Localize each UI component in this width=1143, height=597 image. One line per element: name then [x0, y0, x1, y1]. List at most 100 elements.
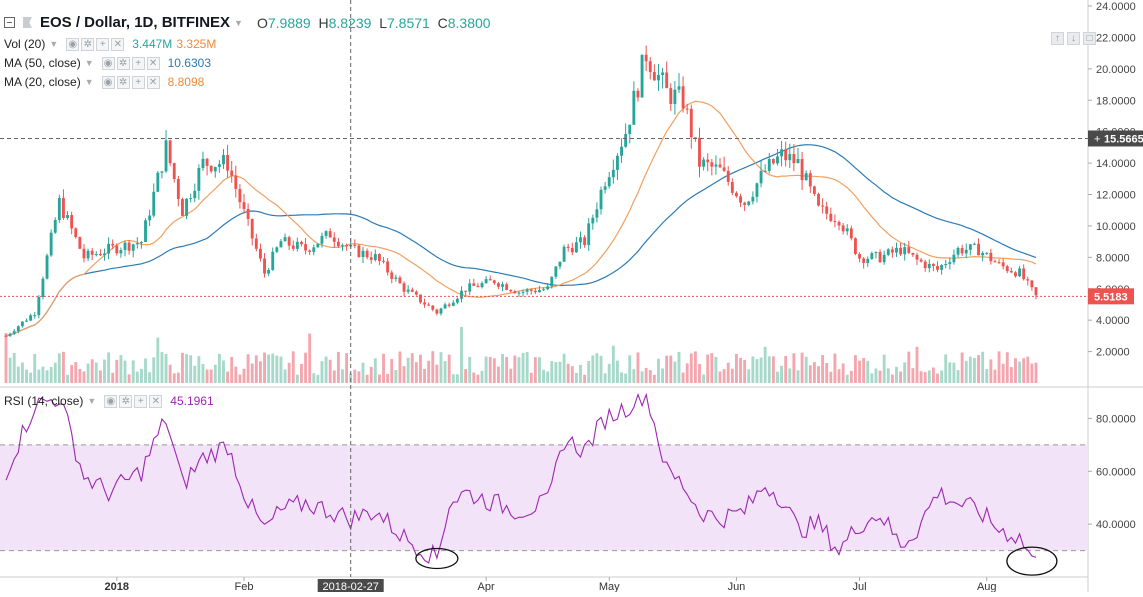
candle-body: [718, 164, 722, 168]
pane-maximize-icon[interactable]: □: [1083, 32, 1096, 45]
volume-bar: [107, 352, 111, 383]
candle-body: [353, 244, 357, 246]
candle-body: [53, 219, 57, 233]
candle-body: [172, 163, 176, 180]
candle-body: [722, 167, 726, 171]
gear-icon[interactable]: ✲: [116, 75, 130, 89]
candle-body: [4, 335, 8, 337]
candle-body: [185, 198, 188, 216]
candle-body: [226, 155, 230, 171]
volume-bar: [222, 360, 225, 383]
candle-body: [423, 302, 427, 305]
volume-bar: [985, 369, 989, 383]
chevron-down-icon[interactable]: ▼: [49, 39, 59, 49]
volume-bar: [308, 333, 312, 383]
rsi-tick-label: 80.0000: [1096, 413, 1136, 425]
candle-body: [414, 291, 418, 295]
candle-body: [37, 297, 41, 316]
collapse-icon[interactable]: [4, 17, 15, 28]
candle-body: [181, 199, 184, 216]
volume-bar: [812, 362, 816, 383]
close-icon[interactable]: ✕: [111, 37, 125, 51]
candle-body: [755, 183, 759, 197]
plus-icon[interactable]: +: [96, 37, 110, 51]
gear-icon[interactable]: ✲: [116, 56, 130, 70]
candle-body: [308, 250, 312, 252]
candle-body: [357, 245, 361, 257]
chevron-down-icon[interactable]: ▼: [84, 58, 94, 68]
volume-bar: [763, 346, 767, 383]
volume-bar: [808, 365, 812, 383]
ma20-title: MA (20, close): [4, 75, 81, 89]
volume-bar: [1005, 352, 1009, 383]
indicator-controls: ◉ ✲ + ✕: [66, 37, 125, 51]
candle-body: [993, 261, 997, 263]
volume-bar: [800, 352, 804, 383]
candle-body: [164, 140, 168, 172]
volume-bar: [919, 371, 923, 383]
candle-body: [599, 189, 603, 210]
volume-bar: [98, 370, 102, 383]
eye-icon[interactable]: ◉: [104, 394, 118, 408]
volume-bar: [940, 370, 944, 383]
gear-icon[interactable]: ✲: [81, 37, 95, 51]
chevron-down-icon[interactable]: ▼: [234, 17, 243, 28]
volume-bar: [386, 373, 390, 383]
candle-body: [693, 137, 697, 139]
eye-icon[interactable]: ◉: [66, 37, 80, 51]
volume-bar: [148, 372, 152, 383]
candle-body: [1001, 262, 1005, 267]
candle-body: [139, 242, 143, 244]
price-tick-label: 4.0000: [1096, 315, 1130, 327]
chevron-down-icon[interactable]: ▼: [87, 396, 97, 406]
flag-icon[interactable]: [23, 17, 32, 28]
candle-body: [657, 74, 660, 81]
volume-bar: [529, 372, 533, 383]
volume-bar: [271, 353, 275, 383]
gear-icon[interactable]: ✲: [119, 394, 133, 408]
candle-body: [944, 263, 948, 266]
volume-bar: [131, 360, 135, 383]
volume-bar: [382, 353, 385, 383]
candle-body: [49, 232, 53, 256]
volume-bar: [427, 360, 431, 383]
plus-icon[interactable]: +: [131, 75, 145, 89]
rsi-band: [0, 444, 1088, 551]
candle-body: [86, 250, 90, 259]
plus-icon[interactable]: +: [131, 56, 145, 70]
volume-bar: [611, 345, 615, 383]
candle-body: [890, 249, 894, 253]
volume-bar: [213, 364, 217, 383]
chevron-down-icon[interactable]: ▼: [84, 77, 94, 87]
volume-bar: [644, 367, 648, 383]
candle-body: [505, 284, 509, 290]
volume-bar: [821, 355, 825, 383]
crosshair-price-label: 15.5665: [1104, 133, 1143, 145]
volume-bar: [927, 370, 931, 383]
pane-up-icon[interactable]: ↑: [1051, 32, 1064, 45]
candle-body: [160, 171, 164, 173]
pane-down-icon[interactable]: ↓: [1067, 32, 1080, 45]
close-icon[interactable]: ✕: [146, 75, 160, 89]
volume-bar: [172, 373, 176, 383]
candle-body: [517, 292, 521, 294]
candle-body: [1005, 266, 1009, 272]
volume-bar: [788, 368, 792, 383]
volume-bar: [899, 371, 903, 383]
volume-bar: [849, 370, 853, 383]
volume-bar: [82, 371, 86, 383]
eye-icon[interactable]: ◉: [101, 75, 115, 89]
plus-icon[interactable]: +: [134, 394, 148, 408]
volume-bar: [866, 360, 870, 383]
close-icon[interactable]: ✕: [149, 394, 163, 408]
candle-body: [874, 251, 878, 254]
candle-body: [16, 326, 20, 332]
eye-icon[interactable]: ◉: [101, 56, 115, 70]
candle-body: [250, 218, 254, 239]
candle-body: [751, 196, 755, 202]
close-icon[interactable]: ✕: [146, 56, 160, 70]
candle-body: [936, 266, 939, 270]
volume-bar: [246, 354, 250, 383]
volume-bar: [558, 361, 562, 383]
